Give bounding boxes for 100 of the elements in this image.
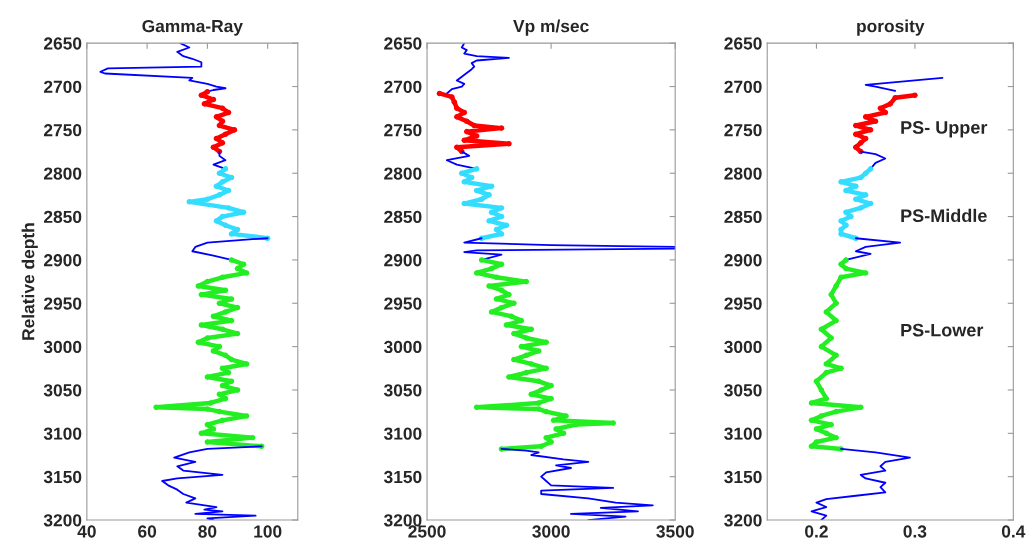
point — [463, 118, 470, 124]
point — [473, 404, 480, 411]
y-tick-label: 2750 — [384, 124, 422, 137]
point — [225, 205, 232, 211]
y-tick-label: 2850 — [724, 210, 762, 224]
y-axis-title: Relative depth — [21, 223, 38, 340]
point — [506, 140, 512, 147]
point — [219, 179, 226, 185]
point — [912, 92, 918, 98]
point — [486, 218, 492, 224]
point — [219, 417, 226, 424]
point — [451, 99, 458, 105]
point — [219, 118, 226, 124]
point — [498, 304, 505, 311]
point — [867, 166, 874, 172]
point — [862, 114, 869, 120]
y-tick-label: 2800 — [43, 167, 82, 180]
point — [853, 183, 859, 190]
y-tick-label: 3150 — [724, 470, 762, 484]
point — [838, 274, 844, 281]
point — [857, 140, 864, 146]
point — [523, 352, 530, 359]
point — [498, 287, 505, 294]
y-tick-label: 3050 — [724, 384, 762, 397]
point — [207, 400, 214, 406]
y-tick-label: 2700 — [43, 80, 82, 93]
y-tick-label: 3050 — [43, 384, 82, 397]
annotation: PS- Upper — [901, 121, 988, 138]
point — [857, 174, 864, 181]
line-series — [191, 237, 269, 261]
point — [228, 356, 235, 363]
point — [833, 283, 839, 289]
point — [523, 335, 530, 341]
point — [833, 300, 839, 307]
y-tick-label: 2900 — [384, 254, 422, 267]
point — [503, 322, 510, 328]
point — [838, 365, 844, 372]
point — [843, 257, 849, 263]
point — [808, 400, 815, 406]
line-series — [445, 43, 510, 95]
chart-title: Gamma-Ray — [142, 19, 243, 36]
x-tick-label: 0.3 — [903, 525, 927, 538]
y-tick-label: 3100 — [383, 427, 422, 440]
y-tick-label: 2650 — [384, 37, 422, 50]
point — [219, 326, 226, 333]
point — [813, 378, 820, 385]
point — [471, 122, 477, 129]
point — [543, 434, 549, 441]
point — [892, 95, 898, 101]
point — [478, 257, 485, 263]
point — [548, 395, 554, 402]
line-series — [99, 43, 227, 93]
line-series — [864, 76, 944, 92]
point — [543, 408, 549, 415]
y-tick-label: 2700 — [384, 80, 422, 93]
point — [219, 274, 226, 281]
point — [818, 387, 825, 393]
line-series — [161, 445, 263, 521]
point — [808, 443, 815, 450]
y-tick-label: 3100 — [43, 427, 82, 440]
x-tick-label: 2500 — [408, 525, 446, 538]
point — [813, 439, 820, 445]
point — [838, 231, 844, 237]
y-tick-label: 2650 — [724, 37, 762, 50]
point — [543, 339, 549, 346]
y-tick-label: 3000 — [724, 340, 762, 354]
point — [498, 125, 505, 131]
x-tick-label: 0.4 — [1001, 525, 1026, 538]
y-tick-label: 2950 — [43, 297, 82, 310]
point — [550, 417, 557, 424]
point — [228, 257, 235, 263]
x-tick-label: 100 — [254, 525, 282, 538]
chart-title: porosity — [857, 19, 925, 36]
y-tick-label: 3200 — [383, 514, 422, 527]
line-series — [810, 448, 911, 521]
point — [486, 283, 492, 289]
y-tick-label: 2800 — [384, 167, 422, 180]
point — [887, 101, 894, 107]
point — [473, 166, 480, 172]
line-series — [500, 448, 654, 521]
point — [204, 335, 211, 341]
point — [528, 361, 535, 367]
y-tick-label: 2950 — [724, 297, 762, 310]
line-series — [212, 150, 227, 170]
point — [454, 105, 460, 111]
y-tick-label: 2750 — [43, 124, 82, 137]
point — [222, 352, 229, 359]
line-series — [463, 237, 676, 261]
y-tick-label: 2700 — [724, 80, 762, 93]
point — [838, 179, 844, 185]
y-tick-label: 2800 — [724, 167, 762, 180]
point — [828, 291, 834, 298]
point — [857, 205, 864, 211]
point — [506, 374, 512, 380]
point — [204, 278, 211, 285]
y-tick-label: 3150 — [43, 470, 82, 484]
y-tick-label: 2650 — [43, 37, 82, 50]
point — [823, 430, 830, 437]
point — [823, 369, 830, 376]
point — [563, 413, 569, 419]
